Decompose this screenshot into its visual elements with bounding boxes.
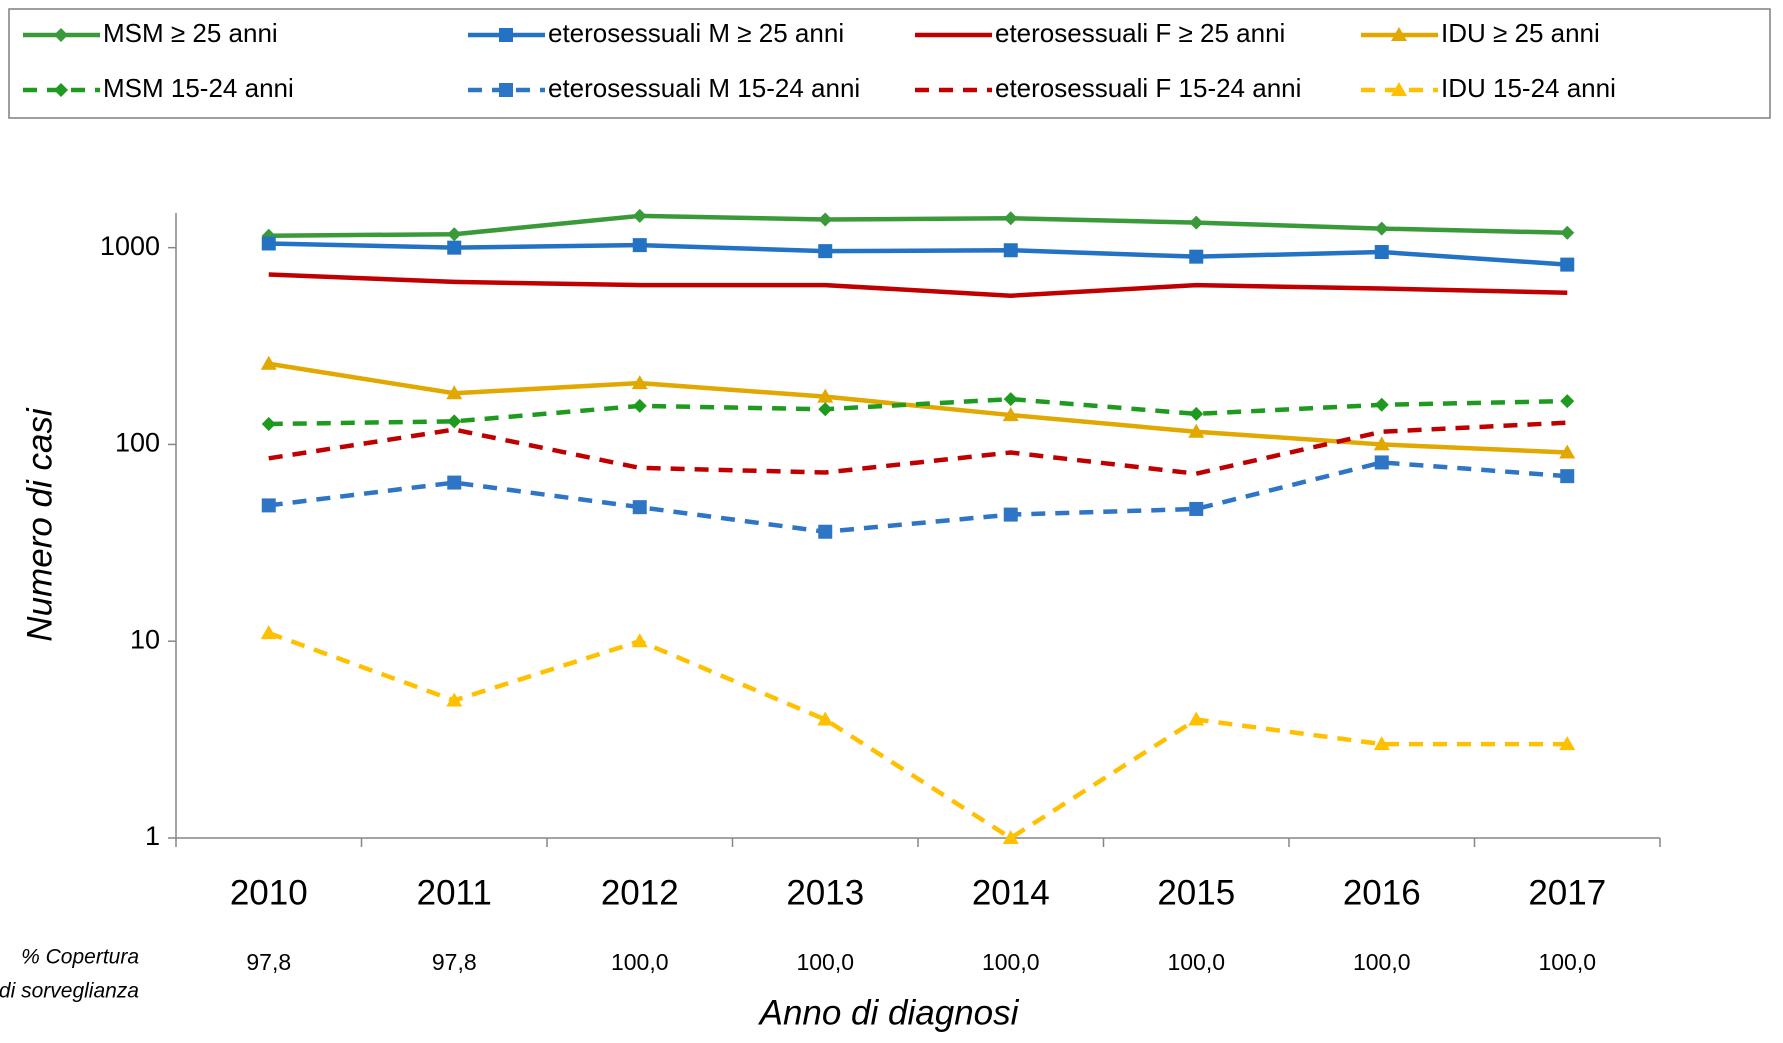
series-marker [260,625,277,640]
series-marker [1374,245,1389,260]
legend-marker [1391,82,1407,96]
coverage-value: 100,0 [796,949,854,975]
coverage-value: 100,0 [982,949,1040,975]
y-tick-label: 100 [115,428,160,458]
series-marker [1189,501,1204,516]
series-marker [818,524,833,539]
series-marker [1373,436,1390,451]
legend-marker [499,28,513,42]
x-tick-label: 2011 [417,873,492,912]
x-tick-label: 2016 [1343,873,1421,912]
series-marker [446,385,463,400]
series-marker [1560,225,1575,240]
x-tick-label: 2013 [786,873,864,912]
coverage-value: 100,0 [611,949,669,975]
series-line [268,272,1568,298]
series-line [268,460,1568,534]
series-marker [1189,406,1204,421]
legend-box [8,8,1771,119]
series-marker [1003,507,1018,522]
coverage-label: del Sistema di sorveglianza [0,980,139,1003]
series-marker [261,236,276,251]
series-marker [1002,407,1019,422]
series-marker [261,498,276,513]
coverage-value: 100,0 [1167,949,1225,975]
coverage-value: 100,0 [1353,949,1411,975]
x-tick-label: 2010 [230,873,308,912]
series-marker [632,238,647,253]
series-marker [447,475,462,490]
y-tick-label: 10 [130,624,160,654]
series-marker [1374,397,1389,412]
x-tick-label: 2017 [1528,873,1606,912]
series-marker [260,355,277,370]
series-marker [632,500,647,515]
series-line [268,213,1568,238]
series-line [268,396,1568,427]
series-line [268,420,1568,476]
series-marker [1003,243,1018,258]
coverage-value: 100,0 [1538,949,1596,975]
series-marker [817,711,834,726]
series-line [268,361,1568,455]
series-marker [1374,455,1389,470]
series-line [267,630,1568,841]
legend-label: IDU ≥ 25 anni [1441,18,1600,48]
series-marker [1003,392,1018,407]
series-marker [631,633,648,648]
series-marker [447,414,462,429]
coverage-value: 97,8 [246,949,291,975]
series-marker [631,375,648,390]
legend-marker [499,83,513,97]
y-tick-label: 1 [145,821,160,851]
legend-label: eterosessuali F 15-24 anni [995,73,1301,103]
series-marker [446,692,463,707]
coverage-value: 97,8 [432,949,477,975]
series-marker [818,244,833,259]
legend-marker [54,83,68,97]
series-marker [632,208,647,223]
series-marker [1002,830,1019,844]
legend-label: eterosessuali M 15-24 anni [548,73,860,103]
x-tick-label: 2014 [972,873,1050,912]
series-marker [1373,736,1390,751]
series-marker [261,417,276,432]
series-marker [818,402,833,417]
series-marker [818,212,833,227]
legend-label: IDU 15-24 anni [1441,73,1616,103]
legend-label: MSM ≥ 25 anni [103,18,278,48]
legend-label: MSM 15-24 anni [103,73,294,103]
series-marker [817,388,834,403]
x-tick-label: 2015 [1157,873,1235,912]
legend-label: eterosessuali F ≥ 25 anni [995,18,1285,48]
series-marker [1560,394,1575,409]
y-axis-title: Numero di casi [20,407,59,642]
series-marker [1188,711,1205,726]
series-line [268,241,1568,267]
legend-marker [1391,27,1407,41]
series-marker [447,240,462,255]
y-tick-label: 1000 [100,231,160,261]
coverage-label: % Copertura [21,946,139,969]
series-marker [1189,249,1204,264]
series-marker [1003,211,1018,226]
series-marker [1559,444,1576,459]
series-marker [1560,257,1575,272]
series-marker [1189,215,1204,230]
series-marker [1559,736,1576,751]
series-marker [447,227,462,242]
x-axis-title: Anno di diagnosi [758,993,1020,1032]
series-marker [632,398,647,413]
series-marker [1560,469,1575,484]
legend-label: eterosessuali M ≥ 25 anni [548,18,844,48]
series-marker [1188,423,1205,438]
legend-marker [54,28,68,42]
series-marker [1374,221,1389,236]
x-tick-label: 2012 [601,873,679,912]
